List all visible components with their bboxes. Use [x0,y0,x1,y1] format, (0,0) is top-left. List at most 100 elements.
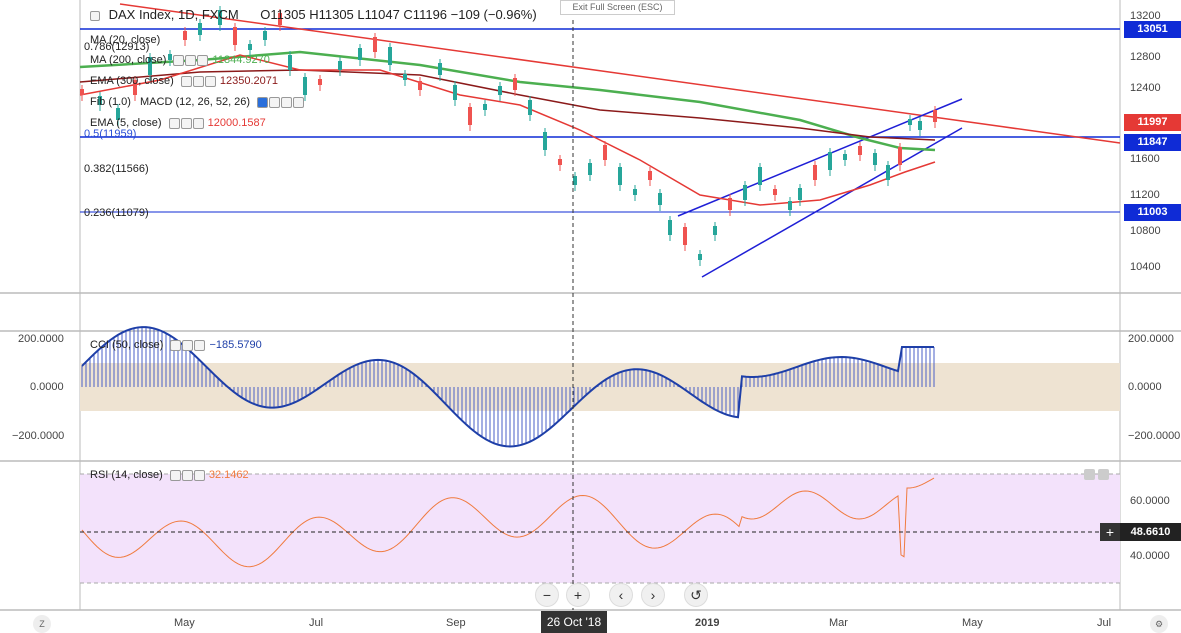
candle-body [168,54,172,60]
candle-body [713,226,717,235]
close-icon[interactable] [193,469,205,481]
rsi-cursor-tag: 48.6610 [1120,523,1181,541]
fib-label-0236: 0.236(11079) [84,207,149,219]
legend-ema5[interactable]: EMA (5, close) 12000.1587 [90,117,266,129]
rsi-value: 32.1462 [208,469,249,481]
eye-icon[interactable] [169,469,181,481]
settings-icon[interactable] [182,339,194,351]
candle-body [80,89,84,95]
collapse-icon[interactable] [90,10,100,21]
candle-body [233,27,237,45]
candle-body [603,145,607,160]
candle-body [198,23,202,35]
settings-icon[interactable] [181,469,193,481]
settings-icon[interactable] [180,117,192,129]
price-pane [80,0,1120,292]
price-tick: 12800 [1130,51,1161,63]
candle-body [148,57,152,75]
cci-tick: −200.0000 [1128,430,1181,442]
time-label: Jul [309,617,324,629]
cci-value: −185.5790 [209,339,262,351]
time-label: Mar [829,617,848,629]
legend-fib-label: Fib (1.0) [90,96,131,108]
rsi-line [81,477,935,568]
candle-body [573,176,577,185]
red-trendline[interactable] [119,3,1121,144]
candle-body [498,86,502,95]
close-icon[interactable] [194,339,206,351]
candle-body [658,193,662,205]
scroll-left-button[interactable]: ‹ [609,583,633,607]
close-icon[interactable] [204,75,216,87]
exit-fullscreen-tooltip[interactable]: Exit Full Screen (ESC) [560,0,675,15]
candle-body [288,55,292,70]
legend-ma200[interactable]: MA (200, close) 11844.9270 [90,54,270,66]
candle-body [218,10,222,25]
reset-chart-button[interactable]: ↺ [684,583,708,607]
chart-header: DAX Index, 1D, FXCM O11305 H11305 L11047… [90,7,537,22]
price-tag-level: 11847 [1124,134,1181,151]
source-icon[interactable] [281,96,293,108]
close-icon[interactable] [197,54,209,66]
scroll-right-button[interactable]: › [641,583,665,607]
cci-title: CCI (50, close) [90,339,164,351]
candle-body [886,165,890,180]
legend-macd[interactable]: Fib (1.0) MACD (12, 26, 52, 26) [90,96,305,108]
zoom-out-button[interactable]: − [535,583,559,607]
legend-cci[interactable]: CCI (50, close) −185.5790 [90,339,262,351]
crosshair-plus-icon[interactable]: + [1100,523,1120,541]
rsi-tick: 60.0000 [1130,495,1170,507]
eye-icon[interactable] [173,54,185,66]
close-icon[interactable] [192,117,204,129]
settings-icon[interactable] [192,75,204,87]
price-tick: 10400 [1130,261,1161,273]
eye-icon[interactable] [168,117,180,129]
price-tick: 11600 [1130,153,1160,165]
candle-body [813,165,817,180]
wedge-upper-line[interactable] [677,98,963,217]
wedge-lower-line[interactable] [701,127,963,278]
pane-up-icon[interactable] [1084,469,1095,480]
eye-icon[interactable] [180,75,192,87]
candle-body [843,154,847,160]
candle-body [403,74,407,80]
symbol-title[interactable]: DAX Index, 1D, FXCM [108,7,239,22]
cci-tick: 0.0000 [1128,381,1162,393]
ma20-line [79,54,936,206]
settings-icon[interactable] [185,54,197,66]
candle-body [303,77,307,95]
settings-gear-icon[interactable]: ⚙ [1150,615,1168,633]
rsi-title: RSI (14, close) [90,469,163,481]
candle-body [773,189,777,195]
candle-body [483,104,487,110]
ema300-line [79,69,936,141]
eye-icon[interactable] [170,339,182,351]
legend-ema5-label: EMA (5, close) [90,117,162,129]
cci-band [80,363,1120,411]
legend-ema300[interactable]: EMA (300, close) 12350.2071 [90,75,278,87]
candle-body [558,159,562,165]
close-icon[interactable] [293,96,305,108]
legend-ema5-value: 12000.1587 [207,117,266,129]
candle-body [338,61,342,70]
legend-ma20-label: MA (20, close) [90,34,161,46]
candle-body [543,132,547,150]
candle-body [438,63,442,75]
zoom-mode-icon[interactable]: Z [33,615,51,633]
time-label: Sep [446,617,466,629]
candle-body [633,189,637,195]
candle-body [468,107,472,125]
zoom-in-button[interactable]: + [566,583,590,607]
fib-label-0786: 0.786(12913) [84,41,150,53]
legend-rsi[interactable]: RSI (14, close) 32.1462 [90,469,249,481]
ohlc-readout: O11305 H11305 L11047 C11196 −109 (−0.96%… [260,7,537,22]
eye-icon[interactable] [257,96,269,108]
settings-icon[interactable] [269,96,281,108]
time-label: May [962,617,983,629]
candle-body [898,147,902,165]
pane-maximize-icon[interactable] [1098,469,1109,480]
candle-body [618,167,622,185]
legend-ma20[interactable]: MA (20, close) [90,34,160,46]
candle-body [183,31,187,40]
